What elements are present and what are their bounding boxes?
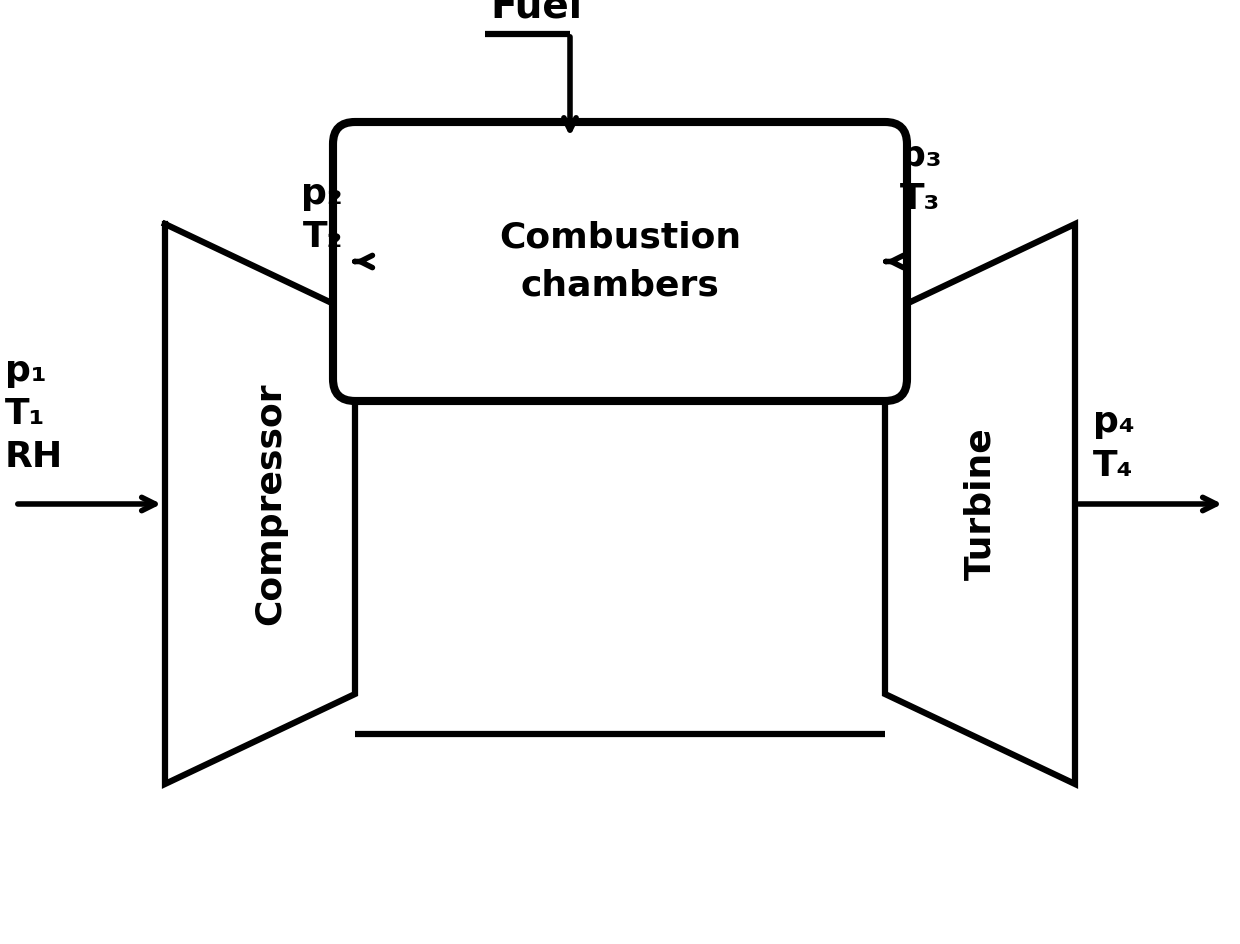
Text: p₃
T₃: p₃ T₃ [900, 139, 941, 216]
Text: p₁
T₁
RH: p₁ T₁ RH [5, 354, 63, 475]
FancyBboxPatch shape [334, 122, 906, 401]
Text: p₂
T₂: p₂ T₂ [301, 177, 343, 254]
Polygon shape [885, 224, 1075, 784]
Text: Fuel: Fuel [490, 0, 582, 26]
Text: Turbine: Turbine [963, 428, 997, 581]
Text: p₄
T₄: p₄ T₄ [1092, 405, 1135, 482]
Text: Compressor: Compressor [253, 382, 286, 625]
Text: Combustion
chambers: Combustion chambers [498, 221, 742, 302]
Polygon shape [165, 224, 355, 784]
